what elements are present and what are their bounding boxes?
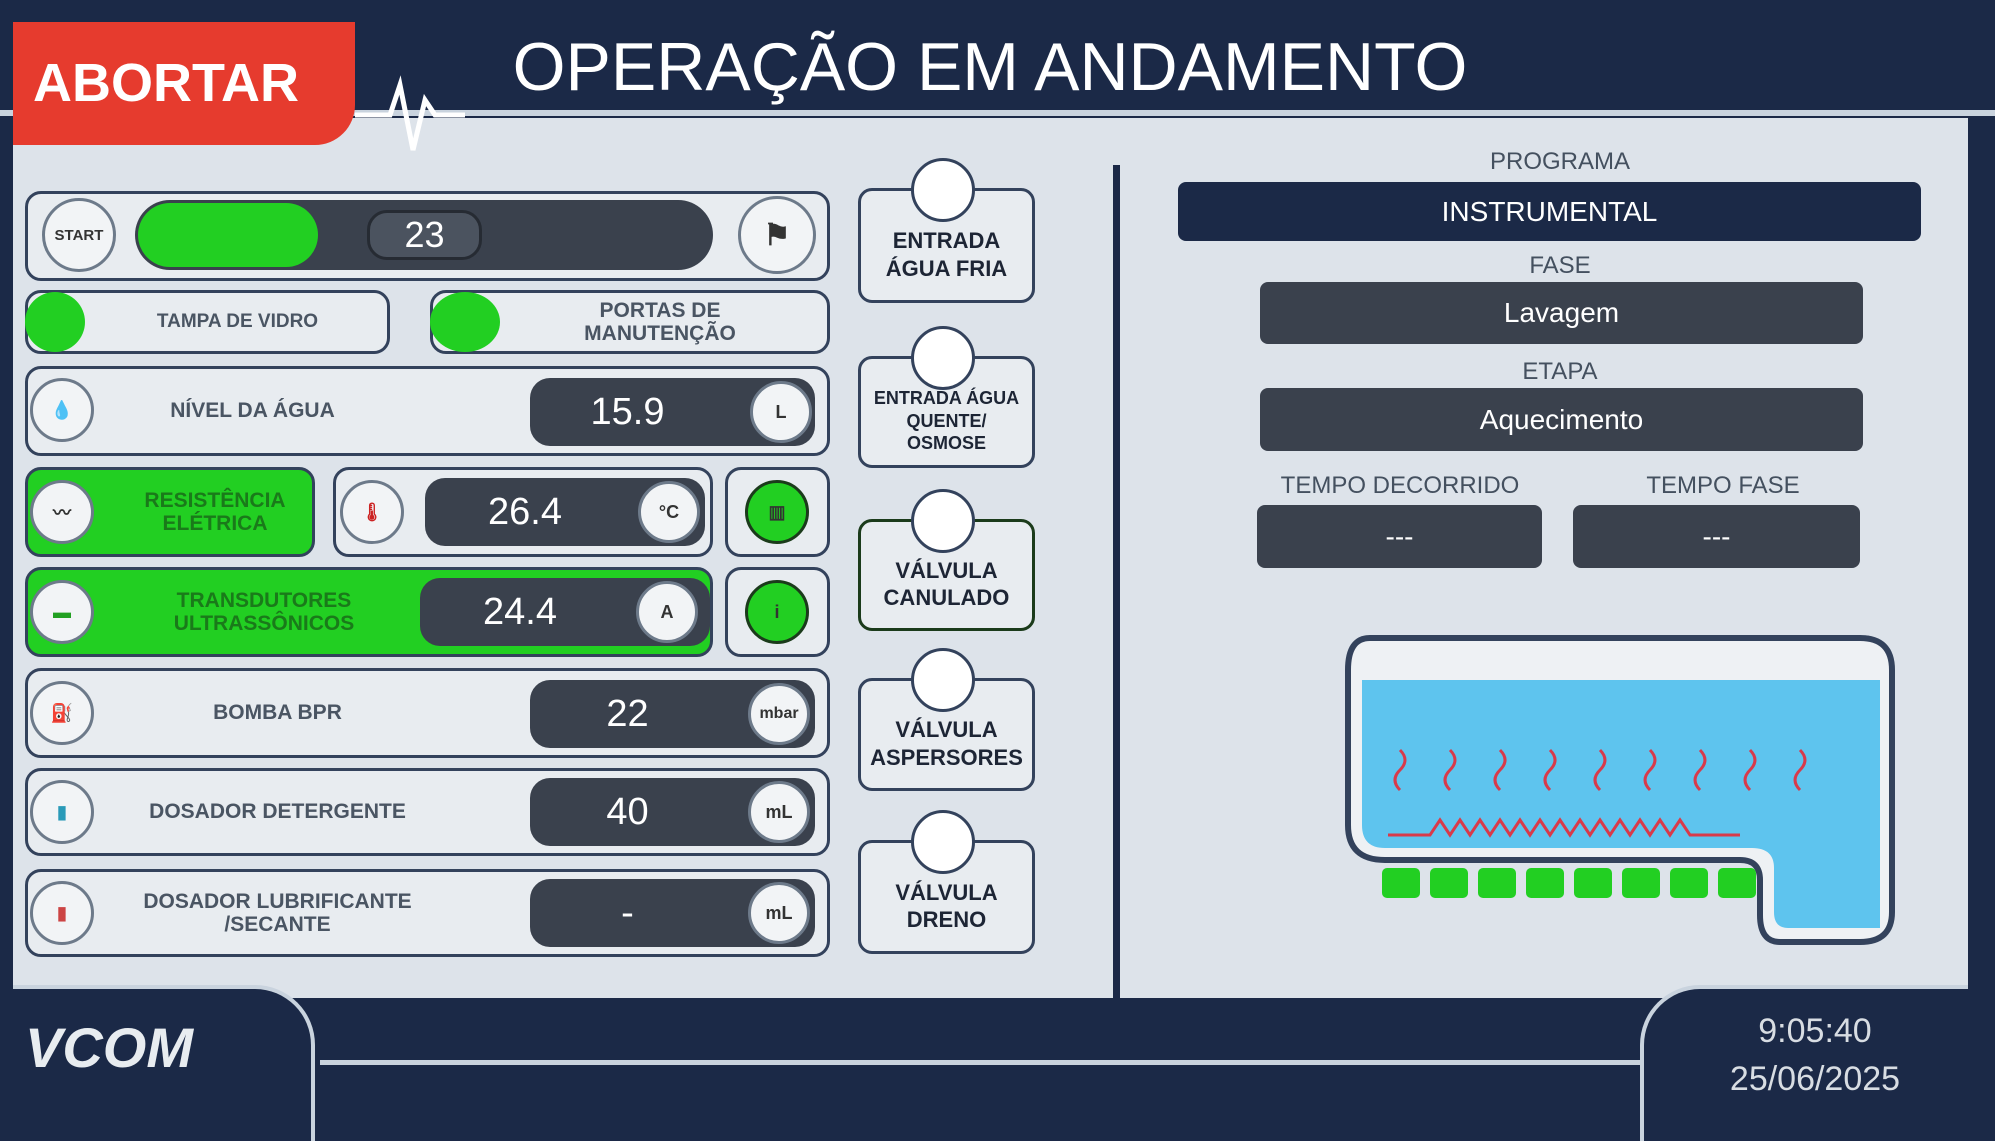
ultrasonic-unit: A (636, 581, 698, 643)
resistance-icon: 〰 (30, 480, 94, 544)
water-icon: 💧 (30, 378, 94, 442)
header-line (0, 110, 1995, 116)
detergent-icon: ▮ (30, 780, 94, 844)
valve-icon (911, 810, 975, 874)
clock-time: 9:05:40 (1758, 1012, 1872, 1050)
tank-illustration (1345, 635, 1895, 945)
elapsed-label: TEMPO DECORRIDO (1280, 472, 1520, 499)
logo-tab (13, 985, 315, 1141)
footer-line (320, 1060, 1640, 1065)
temperature-unit: °C (638, 481, 700, 543)
progress-fill (138, 203, 318, 267)
step-label: ETAPA (1522, 358, 1598, 385)
lubricant-unit: mL (748, 882, 810, 944)
valve-icon (911, 648, 975, 712)
phase-time-label: TEMPO FASE (1646, 472, 1800, 499)
elapsed-value: --- (1257, 505, 1542, 568)
start-icon: START (42, 198, 116, 272)
phase-value: Lavagem (1260, 282, 1863, 344)
logo: VCOM (25, 1016, 193, 1079)
valve-icon (911, 489, 975, 553)
ultrasonic-icon: ▬ (30, 580, 94, 644)
clock-date: 25/06/2025 (1729, 1060, 1901, 1098)
program-value: INSTRUMENTAL (1178, 182, 1921, 241)
door-glass: TAMPA DE VIDRO (25, 290, 390, 354)
page-title: OPERAÇÃO EM ANDAMENTO (512, 29, 1468, 105)
finish-flag: ⚑ (738, 196, 816, 274)
valve-hot-water[interactable]: ENTRADA ÁGUA QUENTE/ OSMOSE (858, 356, 1035, 468)
door-maintenance-status (430, 292, 500, 352)
clock-tab (1640, 985, 1968, 1141)
program-label: PROGRAMA (1489, 148, 1630, 175)
thermometer-icon: 🌡 (340, 480, 404, 544)
lubricant-icon: ▮ (30, 881, 94, 945)
detergent-unit: mL (748, 781, 810, 843)
info-button[interactable]: i (725, 567, 830, 657)
water-level-unit: L (750, 381, 812, 443)
door-glass-status (25, 292, 85, 352)
abort-button[interactable]: ABORTAR (13, 22, 355, 145)
chart-button[interactable]: ▥ (725, 467, 830, 557)
valve-icon (911, 158, 975, 222)
progress-value: 23 (367, 210, 482, 260)
step-value: Aquecimento (1260, 388, 1863, 451)
pump-unit: mbar (748, 683, 810, 745)
pump-icon: ⛽ (30, 681, 94, 745)
divider (1113, 165, 1120, 1030)
heartbeat-icon (355, 75, 465, 151)
phase-label: FASE (1529, 252, 1591, 279)
valve-icon (911, 326, 975, 390)
phase-time-value: --- (1573, 505, 1860, 568)
